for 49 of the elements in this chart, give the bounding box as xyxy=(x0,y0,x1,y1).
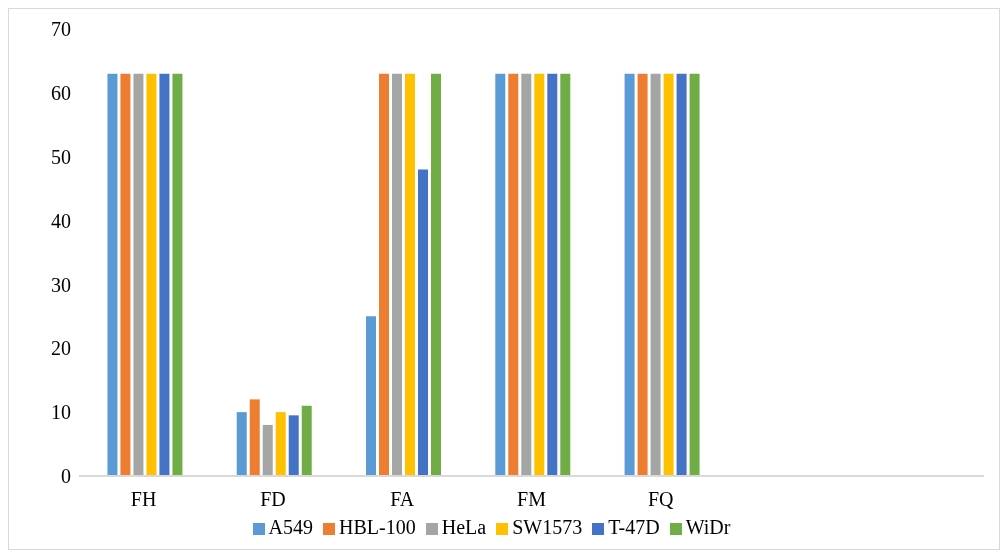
bar xyxy=(431,73,442,476)
x-tick-label: FH xyxy=(130,488,157,511)
legend-label: A549 xyxy=(268,516,314,538)
x-tick-label: FQ xyxy=(648,488,675,511)
legend-label: HeLa xyxy=(441,516,487,538)
bar xyxy=(366,316,377,476)
x-tick-label: FA xyxy=(390,488,415,511)
bar xyxy=(249,399,260,476)
bar xyxy=(534,73,545,476)
bar xyxy=(689,73,700,476)
bar xyxy=(262,424,273,476)
y-tick-label: 70 xyxy=(51,18,71,41)
bar xyxy=(133,73,144,476)
bar xyxy=(418,169,429,476)
y-tick-label: 30 xyxy=(51,273,71,296)
x-tick-label: FD xyxy=(260,488,286,511)
bar xyxy=(663,73,674,476)
bar xyxy=(379,73,390,476)
bar xyxy=(676,73,687,476)
bar xyxy=(288,415,299,476)
y-tick-label: 20 xyxy=(51,337,71,360)
bar xyxy=(275,412,286,476)
bar xyxy=(172,73,183,476)
legend-label: T-47D xyxy=(608,516,660,538)
bar xyxy=(547,73,558,476)
bar xyxy=(637,73,648,476)
bar xyxy=(159,73,170,476)
bar xyxy=(495,73,506,476)
bar xyxy=(301,405,312,476)
bar xyxy=(236,412,247,476)
bar xyxy=(107,73,118,476)
bar xyxy=(521,73,532,476)
y-tick-label: 0 xyxy=(61,465,71,488)
bar xyxy=(120,73,131,476)
legend-label: SW1573 xyxy=(512,516,583,538)
y-tick-label: 40 xyxy=(51,209,71,232)
legend-label: WiDr xyxy=(685,516,731,538)
y-tick-label: 60 xyxy=(51,81,71,104)
bar xyxy=(405,73,416,476)
bar xyxy=(650,73,661,476)
bar xyxy=(508,73,519,476)
legend-label: HBL-100 xyxy=(339,516,416,538)
bar xyxy=(392,73,403,476)
bar xyxy=(146,73,157,476)
bar xyxy=(624,73,635,476)
y-tick-label: 10 xyxy=(51,401,71,424)
x-tick-label: FM xyxy=(517,488,547,511)
bar xyxy=(560,73,571,476)
y-tick-label: 50 xyxy=(51,145,71,168)
